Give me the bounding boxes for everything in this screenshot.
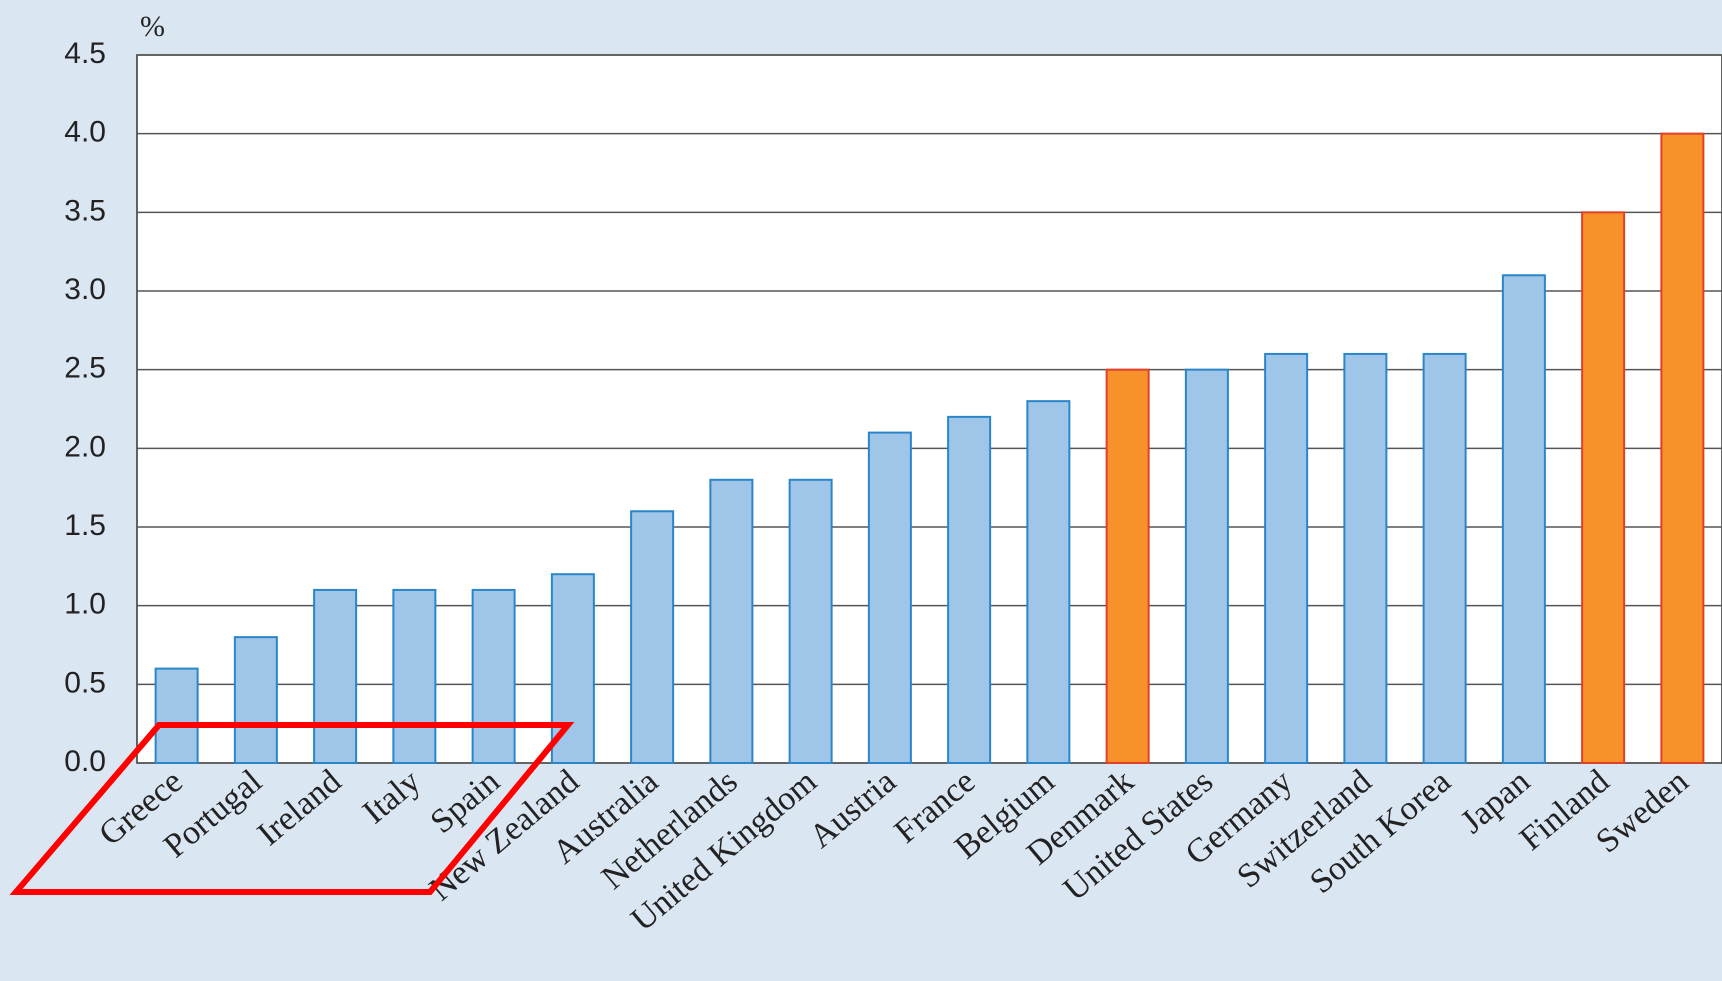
bar bbox=[788, 478, 833, 764]
bar bbox=[1184, 368, 1229, 764]
bar bbox=[471, 588, 516, 765]
y-tick-label: 4.5 bbox=[64, 37, 106, 70]
bar bbox=[313, 588, 358, 765]
highlight-box bbox=[9, 722, 575, 895]
y-tick-label: 1.5 bbox=[64, 509, 106, 542]
bar bbox=[1501, 274, 1546, 764]
bar bbox=[1343, 352, 1388, 764]
y-tick-label: 2.0 bbox=[64, 430, 106, 463]
y-tick-label: 1.0 bbox=[64, 588, 106, 621]
y-tick-label: 4.0 bbox=[64, 116, 106, 149]
bar bbox=[233, 636, 278, 765]
bar bbox=[1105, 368, 1150, 764]
y-tick-label: 0.5 bbox=[64, 666, 106, 699]
bar bbox=[709, 478, 754, 764]
bar bbox=[947, 415, 992, 764]
bar bbox=[630, 510, 675, 764]
y-axis-label: % bbox=[140, 10, 165, 43]
y-tick-label: 2.5 bbox=[64, 352, 106, 385]
bar bbox=[1581, 211, 1626, 765]
bar bbox=[867, 431, 912, 764]
bar bbox=[1264, 352, 1309, 764]
bar bbox=[1660, 132, 1705, 764]
plot-area bbox=[136, 54, 1722, 764]
bar bbox=[1422, 352, 1467, 764]
bar bbox=[392, 588, 437, 765]
bar bbox=[1026, 400, 1071, 764]
y-tick-label: 0.0 bbox=[64, 745, 106, 778]
y-tick-label: 3.5 bbox=[64, 194, 106, 227]
y-tick-label: 3.0 bbox=[64, 273, 106, 306]
bar bbox=[154, 667, 199, 764]
